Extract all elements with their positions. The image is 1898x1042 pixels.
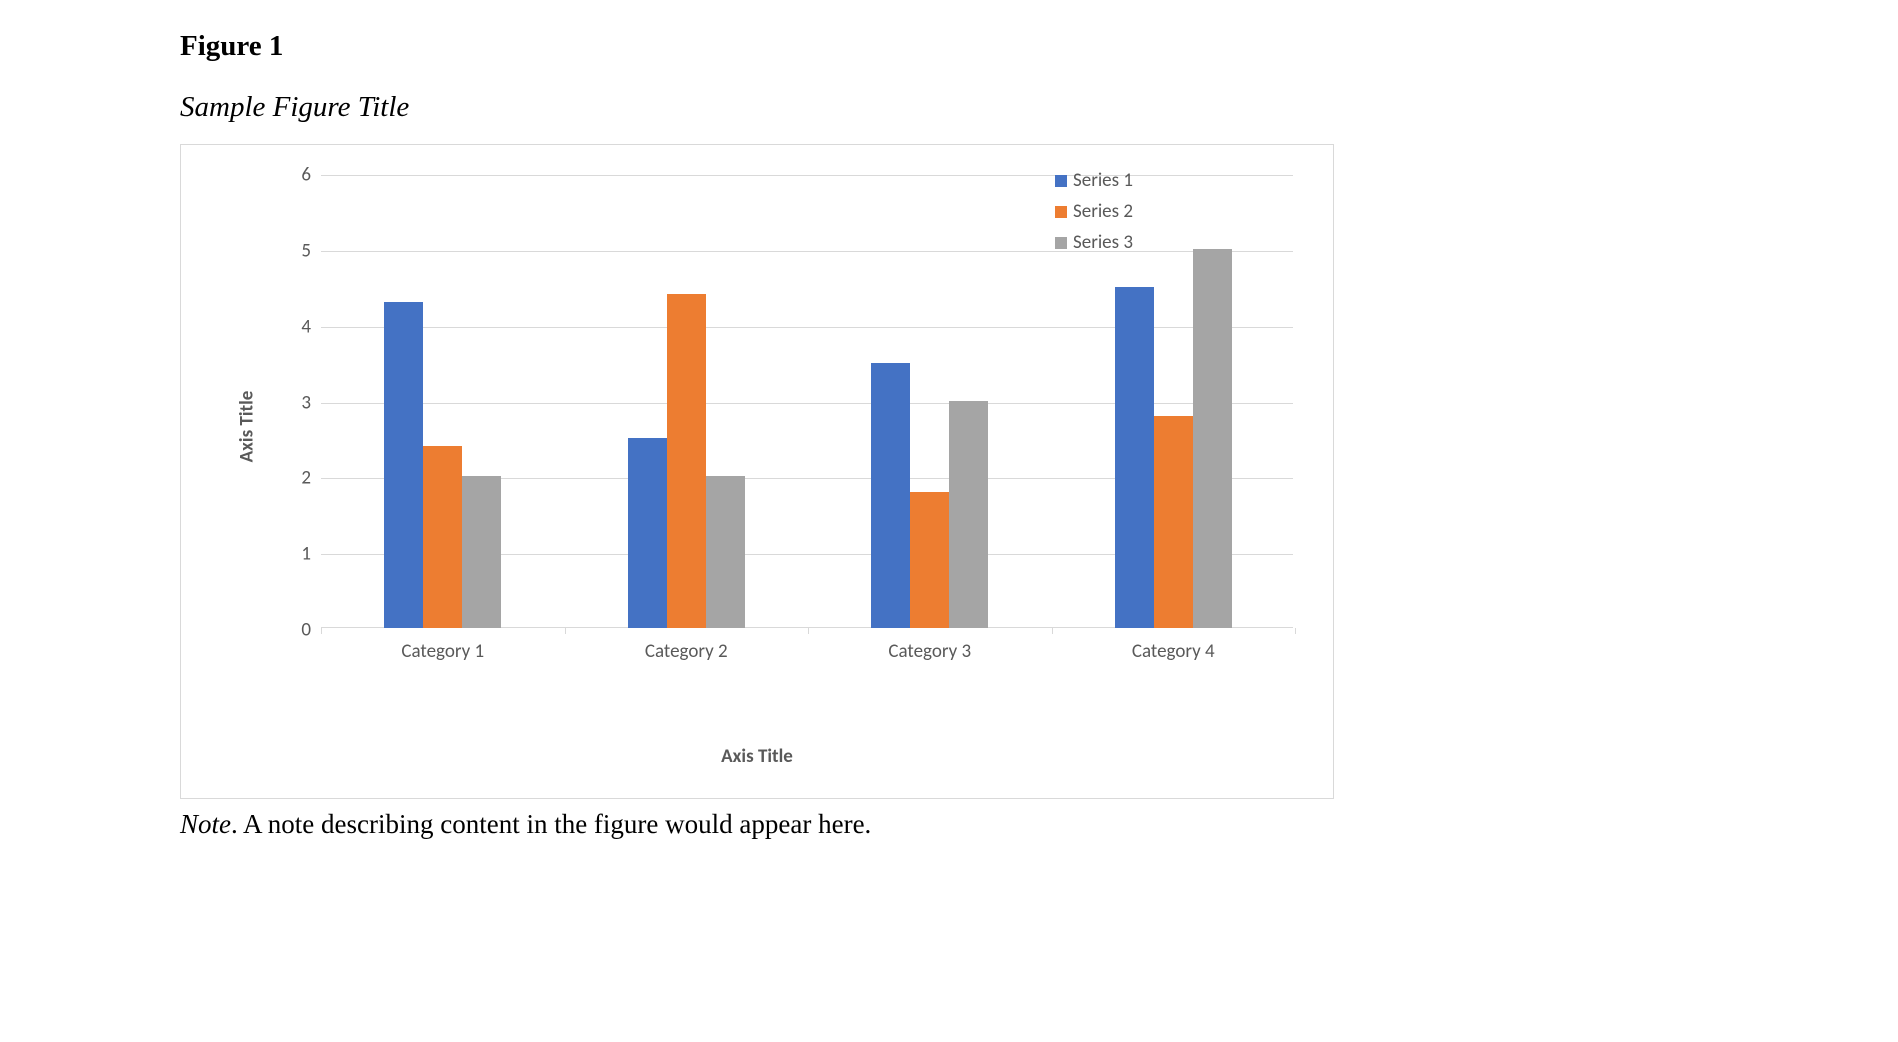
- legend-item: Series 2: [1055, 200, 1133, 223]
- legend: Series 1 Series 2 Series 3: [1055, 169, 1133, 262]
- y-tick-label: 3: [271, 391, 311, 414]
- category-group: Category 3: [808, 175, 1052, 628]
- y-tick-label: 1: [271, 543, 311, 566]
- category-group: Category 2: [565, 175, 809, 628]
- bar: [1193, 249, 1232, 628]
- category-label: Category 2: [565, 640, 809, 663]
- bar: [706, 476, 745, 628]
- y-tick-label: 6: [271, 164, 311, 187]
- category-label: Category 4: [1052, 640, 1296, 663]
- bar: [462, 476, 501, 628]
- bar: [667, 294, 706, 628]
- bar: [1154, 416, 1193, 628]
- page-container: Figure 1 Sample Figure Title Axis Title …: [0, 0, 1898, 870]
- x-tick-mark: [1052, 628, 1053, 634]
- legend-item: Series 1: [1055, 169, 1133, 192]
- plot-region: Category 1Category 2Category 3Category 4…: [271, 165, 1303, 678]
- legend-label: Series 2: [1073, 200, 1133, 223]
- y-tick-label: 5: [271, 239, 311, 262]
- figure-number: Figure 1: [180, 30, 1718, 63]
- y-tick-label: 2: [271, 467, 311, 490]
- bar: [1115, 287, 1154, 628]
- legend-label: Series 1: [1073, 169, 1133, 192]
- x-tick-mark: [321, 628, 322, 634]
- figure-note-text: . A note describing content in the figur…: [231, 809, 871, 839]
- x-tick-mark: [808, 628, 809, 634]
- bar: [949, 401, 988, 629]
- figure-note: Note. A note describing content in the f…: [180, 809, 1718, 840]
- y-tick-label: 4: [271, 315, 311, 338]
- x-axis-title: Axis Title: [181, 745, 1333, 768]
- bar: [910, 492, 949, 629]
- legend-swatch: [1055, 206, 1067, 218]
- bar: [871, 363, 910, 628]
- x-tick-mark: [565, 628, 566, 634]
- y-tick-label: 0: [271, 619, 311, 642]
- legend-swatch: [1055, 237, 1067, 249]
- plot-area: Category 1Category 2Category 3Category 4: [321, 175, 1293, 628]
- category-label: Category 3: [808, 640, 1052, 663]
- category-group: Category 1: [321, 175, 565, 628]
- legend-item: Series 3: [1055, 231, 1133, 254]
- figure-title: Sample Figure Title: [180, 91, 1718, 124]
- bar: [384, 302, 423, 628]
- bar: [423, 446, 462, 628]
- legend-label: Series 3: [1073, 231, 1133, 254]
- x-tick-mark: [1295, 628, 1296, 634]
- figure-note-label: Note: [180, 809, 231, 839]
- y-axis-title: Axis Title: [235, 391, 258, 463]
- chart-frame: Axis Title Category 1Category 2Category …: [180, 144, 1334, 799]
- legend-swatch: [1055, 175, 1067, 187]
- bar: [628, 438, 667, 628]
- category-label: Category 1: [321, 640, 565, 663]
